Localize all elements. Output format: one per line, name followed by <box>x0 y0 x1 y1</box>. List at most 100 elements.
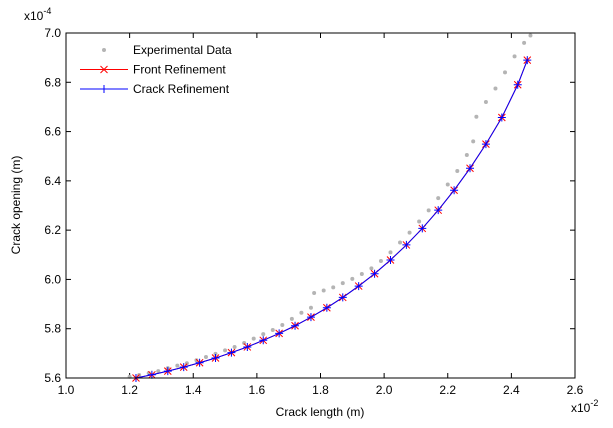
marker <box>184 361 189 366</box>
plus <box>322 303 331 312</box>
marker <box>251 336 256 341</box>
plus <box>466 164 475 173</box>
marker <box>299 310 304 315</box>
plus <box>402 240 411 249</box>
marker <box>100 85 108 93</box>
plus <box>259 336 268 345</box>
marker <box>354 282 363 291</box>
legend-label: Front Refinement <box>133 63 226 77</box>
marker <box>474 114 479 119</box>
marker <box>503 70 508 75</box>
plus <box>338 293 347 302</box>
marker <box>426 208 431 213</box>
dot <box>493 86 498 91</box>
x-multiplier-base: x10 <box>571 401 591 415</box>
dot <box>175 363 180 368</box>
dot <box>455 169 460 173</box>
plus <box>195 358 204 367</box>
marker <box>232 344 237 349</box>
marker <box>338 293 347 302</box>
marker <box>261 332 266 337</box>
x-tick-label: 2.6 <box>567 383 584 397</box>
marker <box>522 40 527 45</box>
dot <box>359 272 364 277</box>
y-multiplier-base: x10 <box>24 9 44 23</box>
dot <box>474 114 479 119</box>
marker <box>402 240 411 249</box>
marker <box>434 206 443 215</box>
marker <box>242 341 247 346</box>
dot <box>378 258 383 263</box>
plus <box>450 186 459 195</box>
series-line <box>135 59 528 379</box>
plus <box>370 269 379 278</box>
plus <box>179 363 188 372</box>
dot <box>522 40 527 45</box>
marker <box>483 100 488 104</box>
x-tick-label: 2.0 <box>376 383 393 397</box>
plus <box>354 282 363 291</box>
marker <box>179 363 188 372</box>
dot <box>426 208 431 213</box>
plus <box>163 367 172 376</box>
dot <box>308 305 313 310</box>
dot <box>483 100 488 104</box>
marker <box>312 290 317 295</box>
dot <box>251 336 256 341</box>
y-tick-label: 6.2 <box>44 223 61 237</box>
marker <box>100 65 108 74</box>
dot <box>512 54 517 59</box>
plus <box>291 321 300 330</box>
y-tick-label: 5.8 <box>44 322 61 336</box>
marker <box>497 113 506 122</box>
dot <box>388 250 393 255</box>
marker <box>340 281 345 286</box>
x-tick-label: 1.8 <box>312 383 329 397</box>
marker <box>223 348 228 353</box>
marker <box>331 285 336 290</box>
x-axis-label: Crack length (m) <box>276 405 365 419</box>
plus <box>306 313 315 322</box>
dot <box>184 361 189 366</box>
marker <box>195 358 204 367</box>
marker <box>464 152 469 157</box>
y-tick-label: 6.8 <box>44 75 61 89</box>
y-multiplier-exponent: -4 <box>43 6 51 16</box>
x-tick-label: 2.4 <box>503 383 520 397</box>
marker <box>471 139 476 144</box>
x-multiplier-exponent: -2 <box>590 398 598 408</box>
marker <box>322 303 331 312</box>
x-tick-label: 2.2 <box>439 383 456 397</box>
x-tick-label: 1.0 <box>58 383 75 397</box>
x-tick-label: 1.4 <box>185 383 202 397</box>
marker <box>369 266 374 271</box>
dot <box>194 358 199 363</box>
legend-entry: Front Refinement <box>80 63 226 77</box>
dot <box>398 240 403 245</box>
marker <box>378 258 383 263</box>
marker <box>280 323 285 328</box>
marker <box>350 276 355 281</box>
y-tick-label: 5.6 <box>44 371 61 385</box>
marker <box>481 140 490 149</box>
marker <box>259 336 268 345</box>
x-tick-label: 1.2 <box>121 383 138 397</box>
marker <box>227 348 236 357</box>
dot <box>289 316 294 321</box>
legend-label: Crack Refinement <box>133 82 230 96</box>
dot <box>528 33 533 38</box>
dot <box>213 351 218 356</box>
marker <box>289 316 294 321</box>
marker <box>194 358 199 363</box>
dot <box>261 332 266 337</box>
plus <box>275 329 284 338</box>
dot <box>407 230 412 235</box>
marker <box>386 255 395 264</box>
plus <box>418 224 427 233</box>
marker <box>359 272 364 277</box>
marker <box>388 250 393 255</box>
x-tick-label: 1.6 <box>249 383 266 397</box>
marker <box>291 321 300 330</box>
